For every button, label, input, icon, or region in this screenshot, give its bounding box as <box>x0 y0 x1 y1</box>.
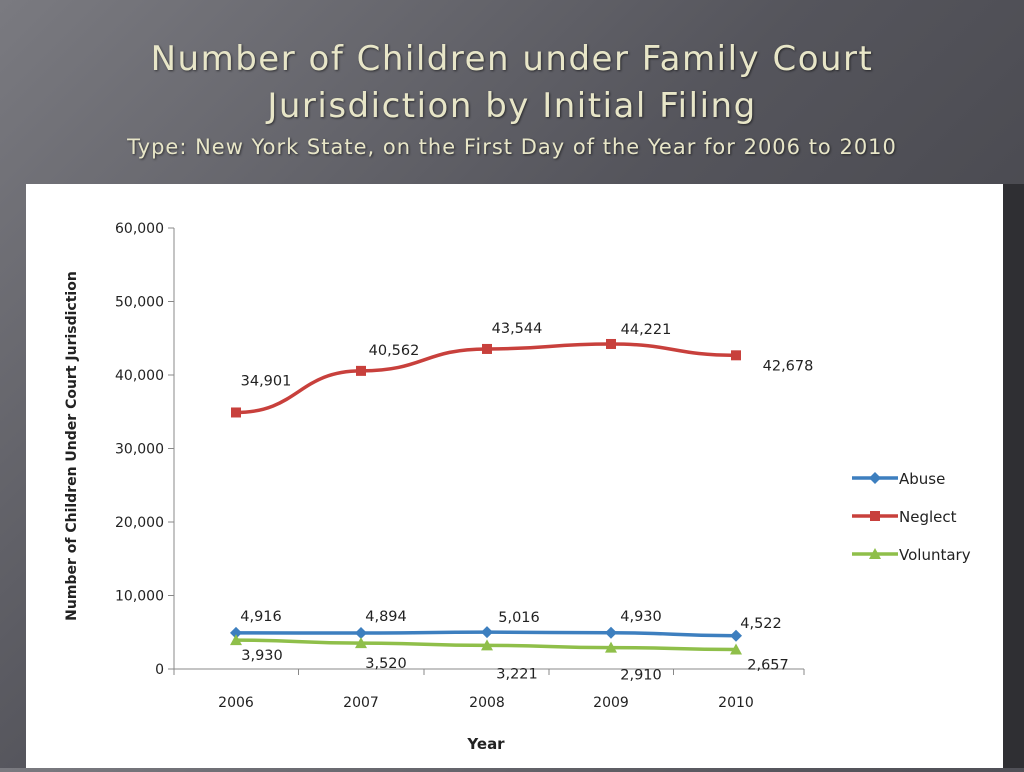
abuse-point <box>355 627 367 640</box>
y-axis-title: Number of Children Under Court Jurisdict… <box>64 271 80 621</box>
y-tick-label: 40,000 <box>115 368 164 384</box>
neglect-data-label: 43,544 <box>492 321 543 337</box>
slide-title: Number of Children under Family Court Ju… <box>0 36 1024 162</box>
title-line-1: Number of Children under Family Court <box>150 39 874 79</box>
x-tick-label: 2010 <box>718 695 754 711</box>
voluntary-data-label: 3,520 <box>365 656 407 672</box>
chart-panel: 0 10,000 20,000 30,000 40,000 50,000 60,000 200… <box>26 184 1003 768</box>
neglect-point <box>606 338 616 349</box>
title-line-3: Type: New York State, on the First Day o… <box>127 135 897 159</box>
y-tick-label: 50,000 <box>115 295 164 311</box>
neglect-data-label: 42,678 <box>763 358 814 374</box>
neglect-data-label: 34,901 <box>241 373 292 389</box>
slide-edge-strip <box>1003 184 1024 768</box>
line-chart: 0 10,000 20,000 30,000 40,000 50,000 60,000 200… <box>64 221 971 753</box>
neglect-series-line <box>235 342 737 415</box>
legend: Abuse Neglect Voluntary <box>852 470 971 564</box>
abuse-point <box>605 626 617 639</box>
voluntary-data-label: 2,910 <box>620 668 662 684</box>
neglect-point <box>482 343 492 354</box>
abuse-point <box>481 626 493 639</box>
voluntary-data-label: 3,221 <box>496 666 538 682</box>
abuse-point <box>730 629 742 642</box>
neglect-point <box>356 365 366 376</box>
voluntary-point <box>230 634 242 646</box>
legend-marker-abuse <box>869 472 881 484</box>
abuse-data-label: 5,016 <box>498 610 540 626</box>
abuse-data-label: 4,522 <box>740 616 782 632</box>
y-tick-label: 10,000 <box>115 589 164 605</box>
voluntary-point <box>605 641 617 653</box>
voluntary-point <box>355 637 367 649</box>
series-layer <box>230 338 742 655</box>
y-tick-label: 30,000 <box>115 442 164 458</box>
neglect-data-label: 44,221 <box>621 322 672 338</box>
data-labels-layer: 4,916 4,894 5,016 4,930 4,522 34,901 40,562 43,… <box>240 321 813 684</box>
voluntary-data-label: 3,930 <box>241 648 283 664</box>
y-tick-label: 60,000 <box>115 221 164 237</box>
neglect-data-label: 40,562 <box>369 343 420 359</box>
legend-item-voluntary: Voluntary <box>852 546 971 564</box>
legend-marker-voluntary <box>869 548 881 559</box>
voluntary-point <box>730 643 742 655</box>
x-tick-label: 2009 <box>593 695 629 711</box>
y-tick-label: 20,000 <box>115 515 164 531</box>
x-tick-label: 2007 <box>343 695 379 711</box>
abuse-point <box>230 626 242 639</box>
legend-item-neglect: Neglect <box>852 508 957 526</box>
x-tick-label: 2008 <box>469 695 505 711</box>
x-tick-label: 2006 <box>218 695 254 711</box>
x-axis-title: Year <box>466 735 505 753</box>
abuse-data-label: 4,894 <box>365 609 407 625</box>
legend-label-neglect: Neglect <box>899 508 957 526</box>
abuse-data-label: 4,916 <box>240 609 282 625</box>
voluntary-data-label: 2,657 <box>747 657 789 673</box>
neglect-point <box>731 350 741 361</box>
legend-label-voluntary: Voluntary <box>899 546 971 564</box>
legend-label-abuse: Abuse <box>899 470 945 488</box>
chart-axes: 0 10,000 20,000 30,000 40,000 50,000 60,000 200… <box>115 221 805 711</box>
neglect-point <box>231 407 241 418</box>
voluntary-point <box>481 639 493 651</box>
legend-item-abuse: Abuse <box>852 470 945 488</box>
title-line-2: Jurisdiction by Initial Filing <box>267 86 757 126</box>
abuse-data-label: 4,930 <box>620 609 662 625</box>
legend-marker-neglect <box>870 511 880 521</box>
y-tick-label: 0 <box>155 662 164 678</box>
